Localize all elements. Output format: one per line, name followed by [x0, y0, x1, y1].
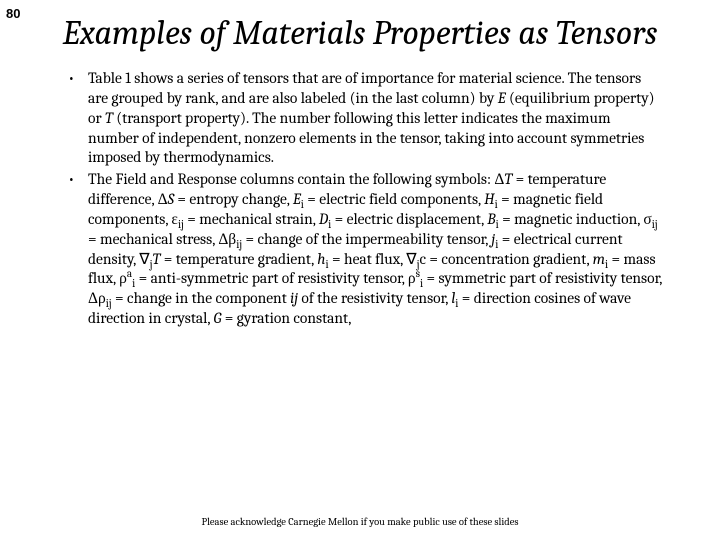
- list-item: Table 1 shows a series of tensors that a…: [58, 69, 662, 168]
- footer-text: Please acknowledge Carnegie Mellon if yo…: [0, 516, 720, 528]
- page-number: 80: [6, 6, 20, 21]
- bullet-list: Table 1 shows a series of tensors that a…: [58, 69, 662, 329]
- slide-title: Examples of Materials Properties as Tens…: [0, 0, 720, 69]
- slide-content: Table 1 shows a series of tensors that a…: [0, 69, 720, 329]
- list-item: The Field and Response columns contain t…: [58, 170, 662, 329]
